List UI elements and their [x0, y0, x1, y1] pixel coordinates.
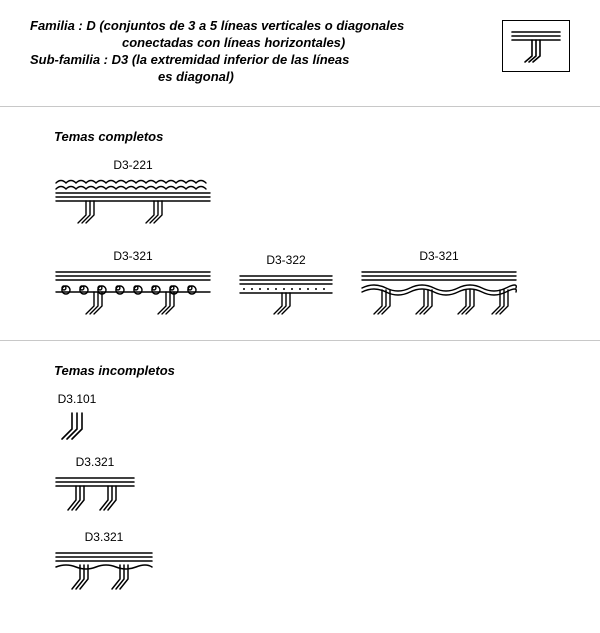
subfamily-glyph-icon: [508, 26, 564, 66]
motif-d3-101-icon: [54, 411, 100, 441]
code-d3-321-inc-a: D3.321: [76, 455, 115, 469]
code-d3-101: D3.101: [58, 392, 97, 406]
code-d3-221: D3-221: [113, 158, 152, 172]
subfamily-thumbnail-box: [502, 20, 570, 72]
code-d3-322: D3-322: [266, 253, 305, 267]
cell-d3-322: D3-322: [238, 253, 334, 318]
header-text: Familia : D (conjuntos de 3 a 5 líneas v…: [30, 18, 404, 86]
complete-grid: D3-221: [54, 158, 570, 318]
incomplete-row-2: D3.321: [54, 455, 570, 516]
code-d3-321-b: D3-321: [419, 249, 458, 263]
cell-d3-321-inc-a: D3.321: [54, 455, 136, 516]
cell-d3-321-inc-b: D3.321: [54, 530, 154, 593]
cell-d3-221: D3-221: [54, 158, 212, 227]
subfamilia-line1: Sub-familia : D3 (la extremidad inferior…: [30, 52, 404, 69]
subfamilia-line2: es diagonal): [30, 69, 404, 86]
divider-2: [0, 340, 600, 341]
familia-line1: Familia : D (conjuntos de 3 a 5 líneas v…: [30, 18, 404, 35]
section-title-incomplete: Temas incompletos: [54, 363, 570, 378]
section-title-complete: Temas completos: [54, 129, 570, 144]
cell-d3-321-b: D3-321: [360, 249, 518, 318]
complete-row-1: D3-221: [54, 158, 570, 227]
complete-row-2: D3-321: [54, 249, 570, 318]
cell-d3-321-a: D3-321: [54, 249, 212, 318]
familia-line2: conectadas con líneas horizontales): [30, 35, 404, 52]
code-d3-321-inc-b: D3.321: [85, 530, 124, 544]
code-d3-321-a: D3-321: [113, 249, 152, 263]
cell-d3-101: D3.101: [54, 392, 100, 441]
motif-d3-221-icon: [54, 177, 212, 227]
motif-d3-321-inc-a-icon: [54, 474, 136, 516]
motif-d3-321-waves-icon: [360, 268, 518, 318]
divider-1: [0, 106, 600, 107]
incomplete-row-3: D3.321: [54, 530, 570, 593]
incomplete-grid: D3.101 D3.321: [54, 392, 570, 593]
motif-d3-321-inc-b-icon: [54, 549, 154, 593]
incomplete-row-1: D3.101: [54, 392, 570, 441]
motif-d3-321-spirals-icon: [54, 268, 212, 318]
motif-d3-322-icon: [238, 272, 334, 318]
header-row: Familia : D (conjuntos de 3 a 5 líneas v…: [30, 18, 570, 86]
